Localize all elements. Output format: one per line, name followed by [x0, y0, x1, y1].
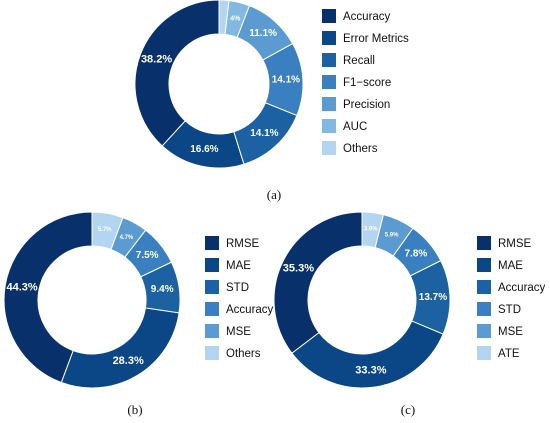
slice-label: 7.8%	[404, 248, 427, 259]
slice-mae	[60, 307, 180, 389]
legend-swatch	[205, 302, 219, 316]
slice-label: 3.9%	[364, 227, 378, 233]
legend-swatch	[322, 97, 336, 111]
legend-c: RMSE MAE Accuracy STD MSE ATE	[477, 236, 546, 360]
legend-swatch	[205, 280, 219, 294]
slice-accuracy	[134, 0, 220, 147]
caption-c: (c)	[401, 402, 415, 417]
legend-swatch	[477, 258, 491, 272]
slice-label: 16.6%	[190, 144, 218, 155]
slice-label: 44.3%	[7, 281, 38, 293]
legend-label: Others	[226, 348, 261, 360]
donut-b: 44.3% 28.3% 9.4% 7.5% 4.7% 5.7%	[3, 211, 181, 389]
caption-b: (b)	[127, 402, 142, 417]
legend-label: ATE	[498, 348, 520, 360]
legend-label: MSE	[226, 326, 251, 338]
donut-c: 35.3% 33.3% 13.7% 7.8% 5.9% 3.9%	[273, 211, 451, 389]
legend-label: Precision	[343, 99, 390, 111]
legend-label: Others	[343, 143, 378, 155]
legend-label: STD	[498, 304, 521, 316]
slice-label: 4%	[230, 16, 241, 23]
slice-others	[218, 0, 230, 35]
legend-label: MSE	[498, 326, 523, 338]
slice-mae	[291, 320, 444, 389]
legend-swatch	[322, 31, 336, 45]
legend-label: Recall	[343, 55, 375, 67]
legend-label: MAE	[226, 260, 251, 272]
slice-label: 7.5%	[136, 250, 159, 261]
slice-others	[91, 211, 124, 251]
legend-swatch	[477, 280, 491, 294]
slice-rmse	[273, 211, 363, 354]
slice-label: 5.7%	[98, 227, 112, 233]
slice-rmse	[3, 211, 93, 384]
legend-label: Accuracy	[343, 11, 391, 23]
slice-label: 14.1%	[272, 75, 300, 86]
legend-label: MAE	[498, 260, 523, 272]
chart-c: 35.3% 33.3% 13.7% 7.8% 5.9% 3.9% RMSE MAE Accur…	[273, 211, 546, 417]
legend-label: RMSE	[498, 238, 532, 250]
legend-label: Accuracy	[226, 304, 274, 316]
legend-swatch	[477, 236, 491, 250]
legend-swatch	[477, 346, 491, 360]
legend-label: RMSE	[226, 238, 260, 250]
slice-ate	[361, 211, 384, 249]
legend-label: AUC	[343, 121, 367, 133]
legend-label: Accuracy	[498, 282, 546, 294]
slice-label: 14.1%	[250, 128, 278, 139]
legend-swatch	[322, 119, 336, 133]
legend-label: STD	[226, 282, 249, 294]
legend-swatch	[205, 236, 219, 250]
legend-swatch	[322, 141, 336, 155]
legend-label: Error Metrics	[343, 33, 409, 45]
slice-label: 11.1%	[249, 28, 277, 39]
caption-a: (a)	[267, 187, 281, 202]
legend-swatch	[322, 75, 336, 89]
slice-label: 28.3%	[113, 355, 144, 367]
chart-b: 44.3% 28.3% 9.4% 7.5% 4.7% 5.7% RMSE MAE STD Acc…	[3, 211, 274, 417]
legend-swatch	[322, 9, 336, 23]
slice-label: 33.3%	[355, 364, 386, 376]
legend-swatch	[205, 324, 219, 338]
legend-swatch	[322, 53, 336, 67]
slice-label: 35.3%	[283, 262, 314, 274]
legend-b: RMSE MAE STD Accuracy MSE Others	[205, 236, 274, 360]
donut-a: 38.2% 16.6% 14.1% 14.1% 11.1% 4%	[134, 0, 304, 169]
legend-swatch	[205, 258, 219, 272]
slice-label: 38.2%	[141, 54, 172, 66]
legend-swatch	[205, 346, 219, 360]
legend-label: F1−score	[343, 77, 391, 89]
slice-label: 4.7%	[120, 235, 134, 241]
slice-label: 13.7%	[419, 292, 447, 303]
legend-a: Accuracy Error Metrics Recall F1−score Preci…	[322, 9, 409, 155]
legend-swatch	[477, 302, 491, 316]
slice-label: 9.4%	[151, 284, 174, 295]
legend-swatch	[477, 324, 491, 338]
slice-label: 5.9%	[385, 232, 399, 238]
chart-a: 38.2% 16.6% 14.1% 14.1% 11.1% 4% Accuracy Erro…	[134, 0, 409, 202]
